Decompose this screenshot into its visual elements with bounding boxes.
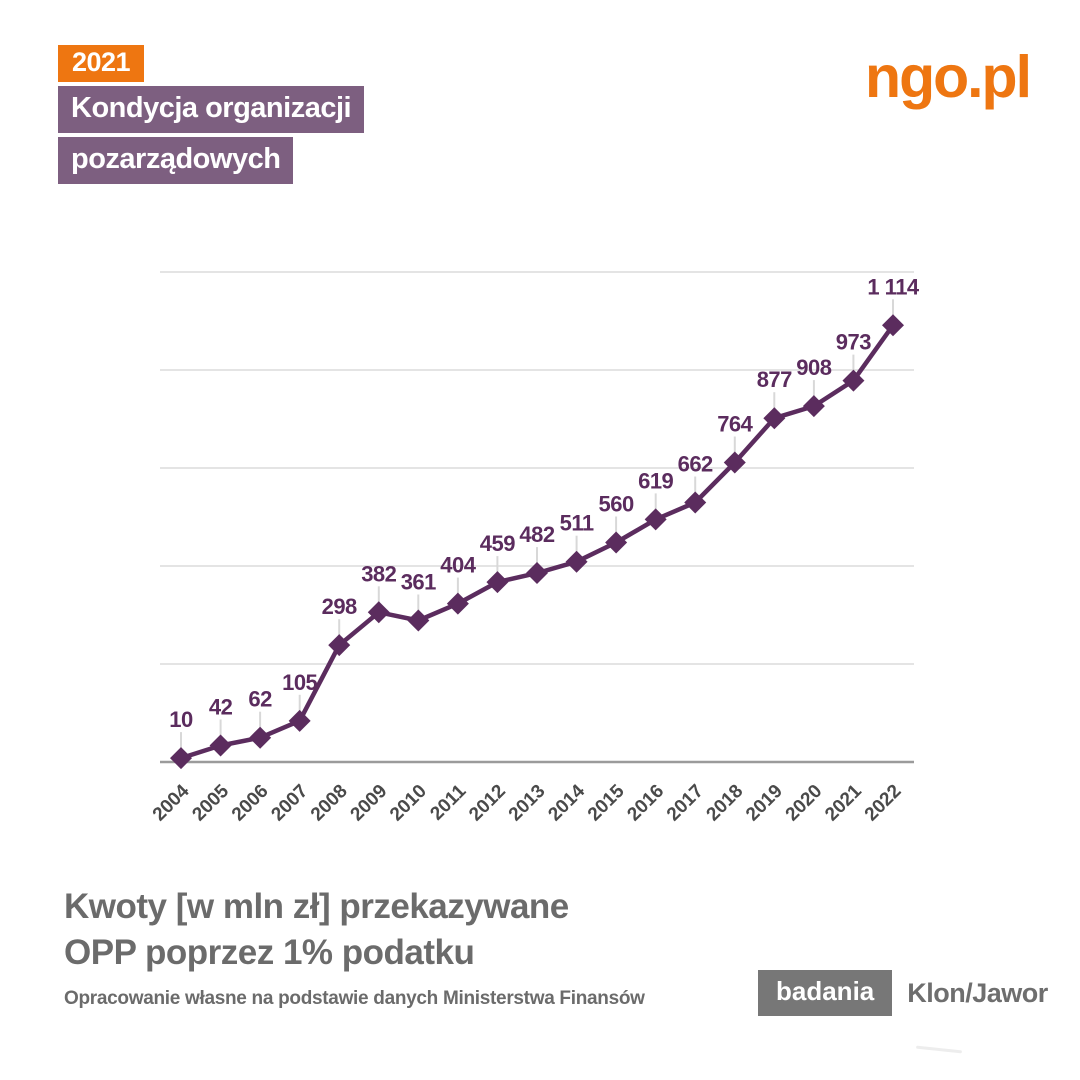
svg-text:298: 298 <box>322 594 357 619</box>
svg-text:42: 42 <box>209 695 233 720</box>
svg-text:2008: 2008 <box>307 781 352 826</box>
svg-text:2022: 2022 <box>861 781 906 826</box>
ngo-logo: ngo.pl <box>865 44 1032 110</box>
svg-text:2019: 2019 <box>742 781 787 826</box>
year-badge: 2021 <box>58 45 145 82</box>
source-note: Opracowanie własne na podstawie danych M… <box>64 988 645 1009</box>
svg-text:2018: 2018 <box>703 781 748 826</box>
campaign-badge-line1: Kondycja organizacji <box>58 86 365 133</box>
header-badges: 2021 Kondycja organizacji pozarządowych <box>58 45 365 184</box>
campaign-badge-line2: pozarządowych <box>58 137 294 184</box>
svg-text:2013: 2013 <box>505 781 550 826</box>
svg-text:2004: 2004 <box>149 780 194 825</box>
svg-text:459: 459 <box>480 531 515 556</box>
svg-text:2010: 2010 <box>386 781 431 826</box>
svg-text:105: 105 <box>282 670 317 695</box>
svg-text:2015: 2015 <box>584 780 629 825</box>
svg-text:2007: 2007 <box>267 781 312 826</box>
chart-title: Kwoty [w mln zł] przekazywane OPP poprze… <box>64 884 569 976</box>
svg-text:2020: 2020 <box>782 781 827 826</box>
svg-text:2006: 2006 <box>228 781 273 826</box>
svg-text:2005: 2005 <box>188 780 233 825</box>
svg-text:877: 877 <box>757 367 792 392</box>
chart-title-line2: OPP poprzez 1% podatku <box>64 933 475 972</box>
svg-text:2021: 2021 <box>821 780 866 825</box>
svg-text:361: 361 <box>401 570 436 595</box>
svg-text:482: 482 <box>519 522 554 547</box>
svg-text:2012: 2012 <box>465 781 510 826</box>
svg-text:2009: 2009 <box>347 781 392 826</box>
svg-text:908: 908 <box>796 355 831 380</box>
svg-text:62: 62 <box>248 687 272 712</box>
svg-text:619: 619 <box>638 468 673 493</box>
klon-jawor-brand: Klon/Jawor <box>907 977 1048 1008</box>
svg-text:2016: 2016 <box>623 781 668 826</box>
svg-text:10: 10 <box>169 707 193 732</box>
svg-text:560: 560 <box>598 492 633 517</box>
chart-title-line1: Kwoty [w mln zł] przekazywane <box>64 887 569 926</box>
badania-badge: badania <box>758 970 893 1016</box>
svg-text:382: 382 <box>361 561 396 586</box>
footer-brand: badania Klon/Jawor <box>758 970 1048 1016</box>
svg-text:973: 973 <box>836 330 871 355</box>
svg-text:662: 662 <box>678 452 713 477</box>
svg-text:2011: 2011 <box>426 780 470 824</box>
svg-text:511: 511 <box>560 511 594 536</box>
svg-text:2017: 2017 <box>663 781 708 826</box>
svg-text:1 114: 1 114 <box>867 274 920 299</box>
svg-text:2014: 2014 <box>544 780 589 825</box>
svg-text:764: 764 <box>717 412 753 437</box>
svg-text:404: 404 <box>440 553 476 578</box>
